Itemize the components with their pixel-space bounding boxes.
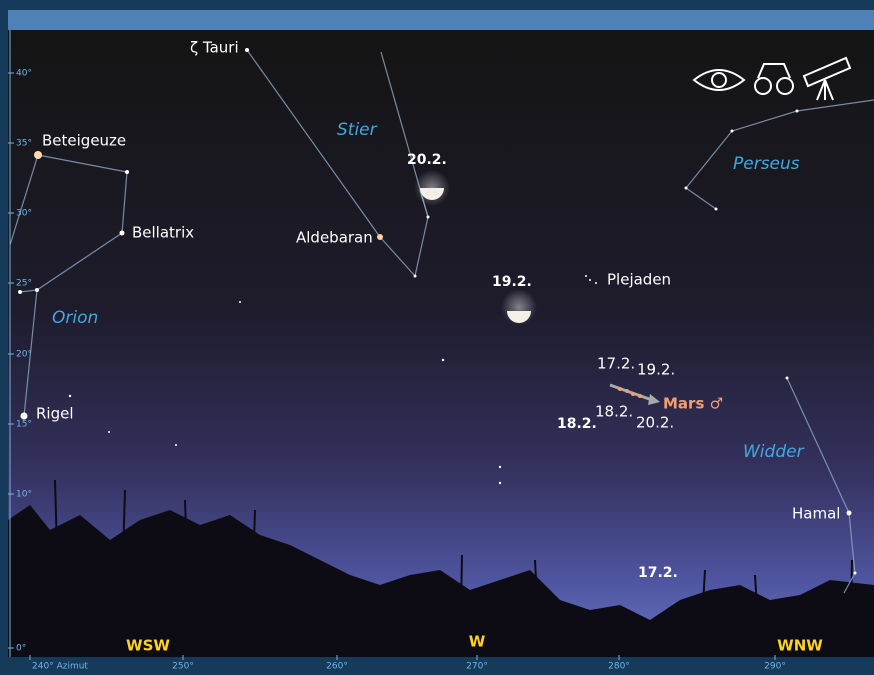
star-label: Beteigeuze [42,132,126,150]
altitude-label: 20° [16,350,32,360]
altitude-label: 10° [16,490,32,500]
moon-date: 20.2. [407,152,447,168]
direction-label: WNW [777,637,823,655]
azimuth-strip [8,657,874,675]
star-label: Rigel [36,405,74,423]
mars-date: 18.2. [595,403,633,421]
azimuth-label: 250° [172,662,194,672]
star-label: Bellatrix [132,224,194,242]
star-label: Hamal [792,505,840,523]
azimuth-label: 270° [466,662,488,672]
altitude-label: 35° [16,139,32,149]
constellation-label: Orion [52,308,98,328]
direction-label: W [469,633,486,651]
constellation-label: Widder [743,442,805,462]
moon-date: 17.2. [638,565,678,581]
direction-label: WSW [126,637,170,655]
star-label: Aldebaran [296,229,373,247]
moon-date: 18.2. [557,416,597,432]
altitude-label: 15° [16,420,32,430]
sky-map: ζ Tauri Beteigeuze Bellatrix Aldebaran P… [0,0,874,675]
azimuth-label: 240° Azimut [32,662,88,672]
mars-label: Mars ♂ [663,395,723,413]
altitude-label: 0° [16,644,26,654]
constellation-label: Perseus [733,154,800,174]
altitude-label: 30° [16,209,32,219]
mars-date: 17.2. [597,355,635,373]
top-bar [8,10,874,30]
azimuth-label: 290° [764,662,786,672]
constellation-label: Stier [337,120,378,140]
moon-date: 19.2. [492,274,532,290]
mars-date: 20.2. [636,414,674,432]
star-label: Plejaden [607,271,671,289]
star-label: ζ Tauri [190,39,239,57]
azimuth-label: 280° [608,662,630,672]
page: ζ Tauri Beteigeuze Bellatrix Aldebaran P… [0,0,874,675]
altitude-label: 25° [16,279,32,289]
mars-date: 19.2. [637,361,675,379]
azimuth-label: 260° [326,662,348,672]
altitude-label: 40° [16,69,32,79]
